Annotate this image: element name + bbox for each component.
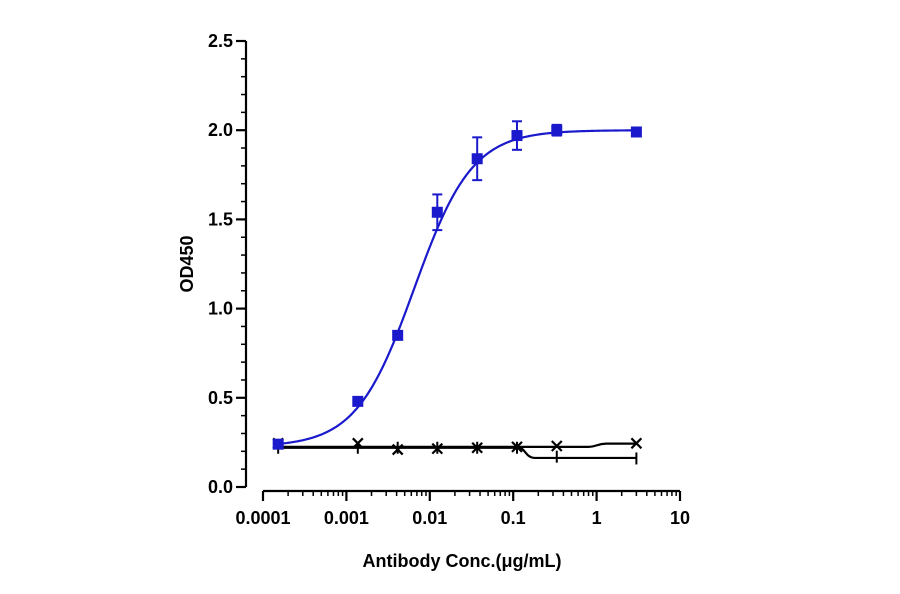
x-tick-label: 0.001 [324,508,369,528]
x-tick-label: 0.01 [412,508,447,528]
series-1-point [471,153,483,165]
series-3-fit-line [278,446,637,460]
series-1-point [551,124,563,136]
y-tick-label: 1.0 [208,299,233,319]
points [272,120,643,465]
x-tick-label: 1 [592,508,602,528]
series-2-fit-line [278,442,637,448]
series-1-point [352,395,364,407]
y-tick-label: 2.0 [208,120,233,140]
series-2-point [431,442,444,455]
series-2-point [352,437,364,450]
series-1-point [511,130,523,142]
y-tick-label: 2.5 [208,31,233,51]
series-1-point [272,438,284,450]
series-1-point [630,126,642,138]
series-2-point [471,441,483,454]
series-2-point [630,437,643,450]
curves [278,129,637,460]
y-tick-label: 0.5 [208,388,233,408]
y-axis-title: OD450 [177,235,197,292]
x-axis-title: Antibody Conc.(μg/mL) [363,551,562,571]
series-2-point [511,441,523,453]
series-1-point [431,206,443,218]
series-1-point [392,329,404,341]
series-2-point [550,440,563,452]
series-2-point [391,443,404,456]
y-tick-label: 1.5 [208,209,233,229]
series-1-fit-line [278,129,637,446]
y-tick-label: 0.0 [208,477,233,497]
axes: 0.0 0.5 1.0 1.5 2.0 2.5 0.0001 0.001 0.01 0.1 1 10 [208,31,690,528]
x-tick-label: 10 [670,508,690,528]
x-tick-label: 0.0001 [235,508,290,528]
x-tick-label: 0.1 [501,508,526,528]
